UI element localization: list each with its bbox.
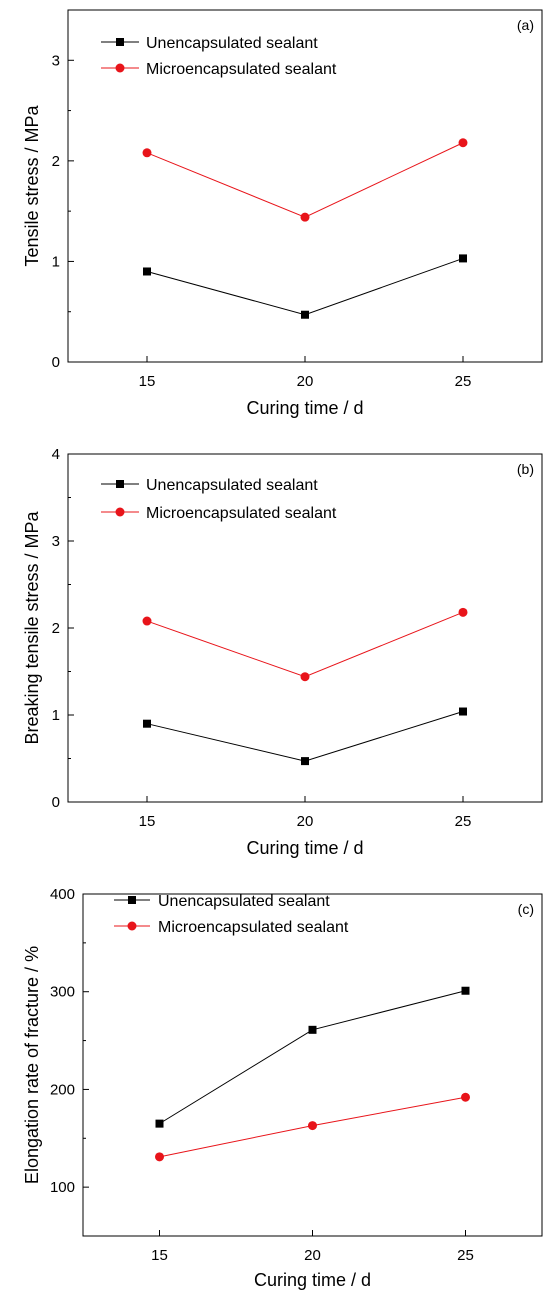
data-point-square: [301, 310, 309, 319]
chart-panel-b: 15 20 25 0 1 2 3 4 Curing time / d Breaking tensi…: [0, 438, 558, 868]
chart-c-svg: 15 20 25 100 200 300 400 Curing time / d Elongat…: [22, 886, 543, 1290]
legend-marker-circle: [115, 507, 125, 517]
x-tick-label: 15: [139, 373, 156, 390]
data-point-circle: [461, 1092, 470, 1102]
series-line-microencapsulated: [146, 611, 464, 678]
data-point-circle: [458, 138, 468, 148]
data-point-square: [143, 719, 151, 728]
x-tick-label: 15: [151, 1247, 168, 1264]
legend-label: Microencapsulated sealant: [158, 919, 349, 936]
data-point-circle: [155, 1152, 164, 1162]
legend-marker-circle: [127, 921, 137, 931]
data-point-circle: [308, 1121, 317, 1131]
y-tick-label: 0: [52, 354, 60, 371]
y-tick-label: 0: [52, 794, 60, 811]
series-line-unencapsulated: [146, 257, 464, 316]
data-point-circle: [300, 212, 310, 222]
legend-marker-circle: [115, 63, 125, 73]
data-point-square: [461, 986, 470, 995]
legend-label: Unencapsulated sealant: [146, 35, 318, 52]
panel-label: (c): [518, 901, 534, 917]
legend-marker-square: [128, 896, 136, 904]
legend-marker-square: [116, 38, 124, 46]
y-tick-label: 400: [50, 886, 75, 903]
data-point-square: [301, 757, 309, 766]
plot-frame: [82, 893, 543, 1237]
x-tick-label: 25: [457, 1247, 474, 1264]
x-tick-label: 25: [455, 373, 472, 390]
data-point-square: [459, 254, 467, 263]
y-tick-label: 200: [50, 1081, 75, 1098]
chart-b-svg: 15 20 25 0 1 2 3 4 Curing time / d Breaking tensi…: [22, 446, 543, 858]
y-tick-label: 2: [52, 153, 60, 170]
y-tick-label: 3: [52, 52, 60, 69]
data-point-square: [143, 267, 151, 276]
legend-label: Unencapsulated sealant: [158, 893, 330, 910]
data-point-square: [308, 1025, 317, 1034]
x-tick-label: 25: [455, 813, 472, 830]
y-tick-label: 300: [50, 984, 75, 1001]
y-axis-title: Elongation rate of fracture / %: [22, 946, 42, 1184]
legend-marker-square: [116, 480, 124, 488]
x-tick-label: 20: [297, 373, 314, 390]
data-point-square: [155, 1119, 164, 1128]
y-tick-label: 3: [52, 533, 60, 550]
x-tick-label: 20: [297, 813, 314, 830]
y-tick-label: 1: [52, 253, 60, 270]
y-axis-title: Breaking tensile stress / MPa: [22, 510, 42, 744]
x-tick-label: 15: [139, 813, 156, 830]
legend-label: Microencapsulated sealant: [146, 61, 337, 78]
chart-a-svg: 15 20 25 0 1 2 3 Curing time / d Tensile stress …: [22, 9, 543, 418]
panel-label: (b): [517, 461, 534, 477]
y-tick-label: 2: [52, 620, 60, 637]
x-axis-title: Curing time / d: [246, 838, 363, 858]
data-point-circle: [142, 148, 152, 158]
data-point-square: [459, 707, 467, 716]
x-tick-label: 20: [304, 1247, 321, 1264]
series-line-unencapsulated: [159, 990, 466, 1125]
y-axis-title: Tensile stress / MPa: [22, 104, 42, 266]
y-tick-label: 1: [52, 707, 60, 724]
chart-panel-a: 15 20 25 0 1 2 3 Curing time / d Tensile stress …: [0, 0, 558, 425]
y-tick-label: 100: [50, 1179, 75, 1196]
panel-label: (a): [517, 17, 534, 33]
data-point-circle: [142, 616, 152, 626]
legend-label: Unencapsulated sealant: [146, 477, 318, 494]
data-point-circle: [458, 607, 468, 617]
data-point-circle: [300, 672, 310, 682]
series-line-unencapsulated: [146, 711, 464, 762]
chart-panel-c: 15 20 25 100 200 300 400 Curing time / d Elongat…: [0, 882, 558, 1296]
x-axis-title: Curing time / d: [246, 398, 363, 418]
legend-label: Microencapsulated sealant: [146, 505, 337, 522]
x-axis-title: Curing time / d: [254, 1270, 371, 1290]
y-tick-label: 4: [52, 446, 60, 463]
series-line-microencapsulated: [146, 142, 464, 218]
